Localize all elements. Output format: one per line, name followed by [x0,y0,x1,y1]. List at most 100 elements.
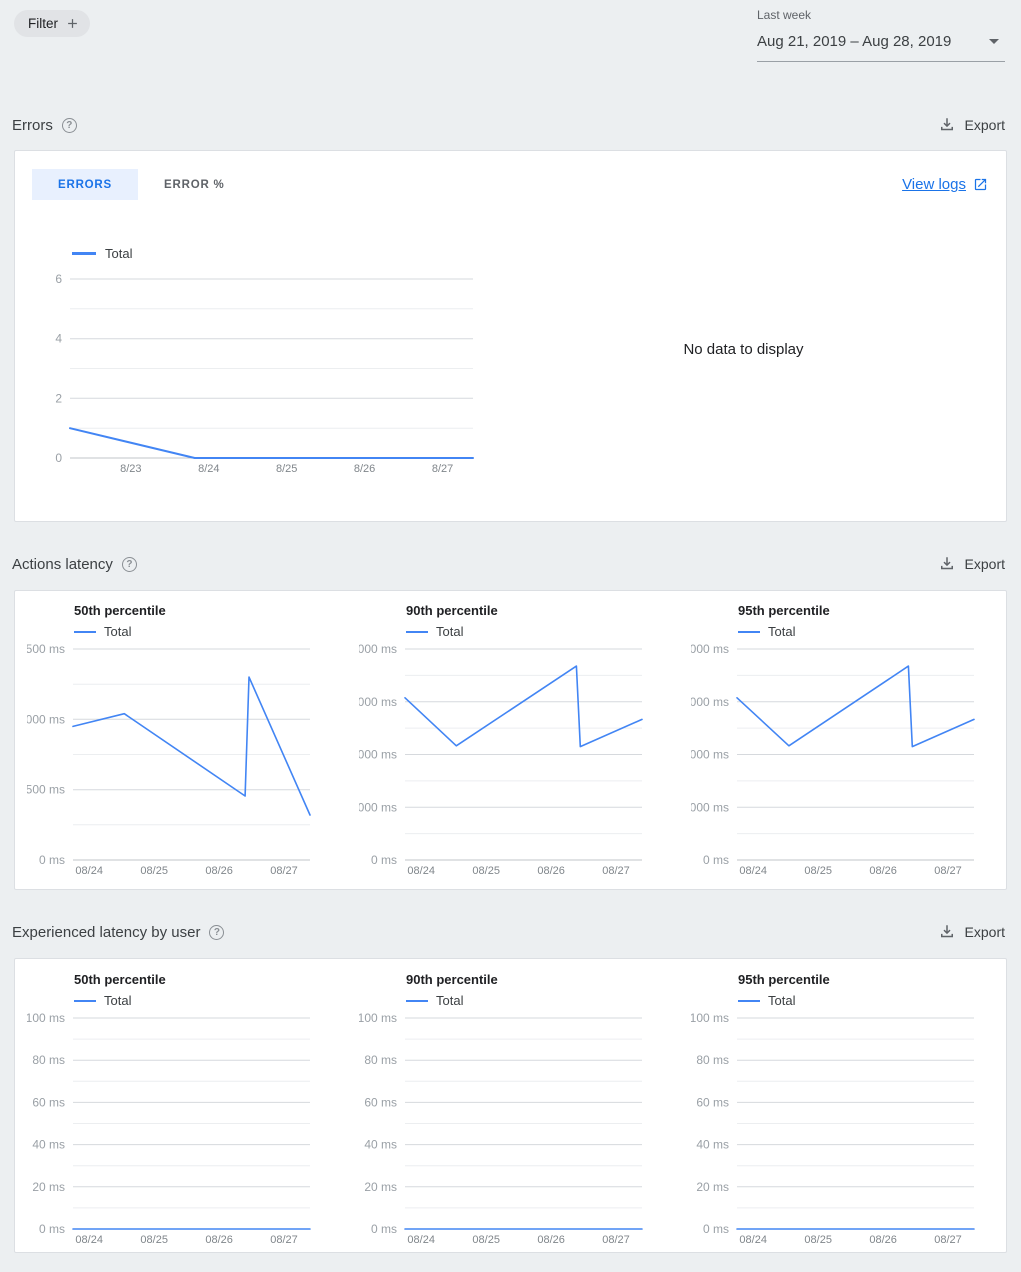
errors-card: ERRORS ERROR % View logs Total 0 2 4 6 8/23 8… [14,150,1007,522]
legend-label: Total [104,624,132,639]
view-logs-label: View logs [902,176,966,193]
svg-text:0 ms: 0 ms [703,853,729,867]
experienced-latency-95th-chart: 0 ms 20 ms 40 ms 60 ms 80 ms 100 ms 08/24 08/25… [690,1010,982,1251]
actions-latency-50th-chart: 0 ms 500 ms 1000 ms 1500 ms 08/24 08/25 08/26 0… [19,641,318,882]
filter-chip[interactable]: Filter [14,10,90,37]
legend-label: Total [768,993,796,1008]
external-link-icon [974,178,987,191]
svg-text:0 ms: 0 ms [39,1222,65,1236]
svg-text:08/24: 08/24 [739,865,767,877]
download-icon [940,557,953,570]
help-icon[interactable] [61,117,77,133]
svg-text:40 ms: 40 ms [364,1138,397,1152]
svg-text:08/26: 08/26 [205,865,233,877]
date-range-select[interactable]: Aug 21, 2019 – Aug 28, 2019 [757,33,1005,62]
no-data-message: No data to display [683,341,804,358]
svg-text:08/24: 08/24 [739,1234,767,1246]
svg-text:6000 ms: 6000 ms [691,695,729,709]
svg-text:08/26: 08/26 [537,1234,565,1246]
tab-error-percent[interactable]: ERROR % [164,178,225,191]
svg-text:8/26: 8/26 [354,463,375,475]
svg-text:0: 0 [55,451,62,465]
experienced-latency-90th-chart: 0 ms 20 ms 40 ms 60 ms 80 ms 100 ms 08/24 08/25… [358,1010,650,1251]
errors-section-title: Errors [12,116,53,134]
svg-text:4000 ms: 4000 ms [691,748,729,762]
svg-text:80 ms: 80 ms [696,1053,729,1067]
view-logs-link[interactable]: View logs [902,176,988,193]
svg-text:08/25: 08/25 [140,865,168,877]
svg-text:08/26: 08/26 [537,865,565,877]
svg-text:40 ms: 40 ms [32,1138,65,1152]
svg-text:80 ms: 80 ms [32,1053,65,1067]
svg-text:20 ms: 20 ms [696,1180,729,1194]
experienced-latency-section-title: Experienced latency by user [12,923,201,941]
svg-text:100 ms: 100 ms [27,1011,65,1025]
help-icon[interactable] [209,924,225,940]
svg-text:08/25: 08/25 [140,1234,168,1246]
svg-text:08/25: 08/25 [804,865,832,877]
actions-latency-section-title: Actions latency [12,555,113,573]
tab-errors[interactable]: ERRORS [32,169,139,200]
chart-legend: Total [406,624,650,639]
svg-text:08/24: 08/24 [407,1234,435,1246]
svg-text:20 ms: 20 ms [364,1180,397,1194]
chart-title: 90th percentile [406,972,498,987]
svg-text:4: 4 [55,332,62,346]
svg-text:08/24: 08/24 [75,1234,103,1246]
chart-title: 95th percentile [738,972,830,987]
export-label: Export [964,924,1005,940]
svg-text:8000 ms: 8000 ms [359,642,397,656]
svg-text:8/25: 8/25 [276,463,297,475]
actions-latency-section-header: Actions latency Export [12,550,1005,578]
svg-text:08/25: 08/25 [804,1234,832,1246]
export-label: Export [964,117,1005,133]
date-range-control: Last week Aug 21, 2019 – Aug 28, 2019 [757,8,1005,62]
svg-text:08/27: 08/27 [270,865,298,877]
errors-export-button[interactable]: Export [938,116,1005,134]
experienced-latency-50th-block: 50th percentile Total 0 ms 20 ms 40 ms 60 m… [26,972,318,1252]
legend-line-swatch [406,630,428,633]
svg-text:08/27: 08/27 [270,1234,298,1246]
errors-tabs: ERRORS ERROR % [32,169,251,200]
help-icon[interactable] [121,556,137,572]
svg-text:0 ms: 0 ms [371,853,397,867]
errors-section-header: Errors Export [12,111,1005,139]
experienced-latency-export-button[interactable]: Export [938,923,1005,941]
svg-text:40 ms: 40 ms [696,1138,729,1152]
svg-text:0 ms: 0 ms [371,1222,397,1236]
legend-line-swatch [738,630,760,633]
plus-icon [68,19,77,28]
svg-text:2000 ms: 2000 ms [359,800,397,814]
chevron-down-icon [989,39,999,44]
legend-label: Total [436,624,464,639]
svg-text:0 ms: 0 ms [39,853,65,867]
actions-latency-export-button[interactable]: Export [938,555,1005,573]
svg-text:08/26: 08/26 [869,1234,897,1246]
svg-text:08/24: 08/24 [75,865,103,877]
svg-text:60 ms: 60 ms [364,1095,397,1109]
errors-card-body: Total 0 2 4 6 8/23 8/24 8/25 8/26 8/27 No data t… [15,200,1006,480]
svg-text:60 ms: 60 ms [32,1095,65,1109]
legend-line-swatch [406,999,428,1002]
date-range-label: Last week [757,8,812,22]
chart-title: 50th percentile [74,603,166,618]
experienced-latency-95th-block: 95th percentile Total 0 ms 20 ms 40 ms 60 m… [690,972,982,1252]
legend-line-swatch [738,999,760,1002]
svg-text:20 ms: 20 ms [32,1180,65,1194]
actions-latency-90th-chart: 0 ms 2000 ms 4000 ms 6000 ms 8000 ms 08/24 08/… [351,641,650,882]
legend-line-swatch [74,630,96,633]
download-icon [940,925,953,938]
svg-text:08/27: 08/27 [934,1234,962,1246]
download-icon [940,118,953,131]
chart-legend: Total [738,624,982,639]
chart-title: 90th percentile [406,603,498,618]
export-label: Export [964,556,1005,572]
legend-label: Total [436,993,464,1008]
experienced-latency-section-header: Experienced latency by user Export [12,918,1005,946]
experienced-latency-50th-chart: 0 ms 20 ms 40 ms 60 ms 80 ms 100 ms 08/24 08/25… [26,1010,318,1251]
svg-text:6000 ms: 6000 ms [359,695,397,709]
svg-text:08/27: 08/27 [934,865,962,877]
svg-text:1000 ms: 1000 ms [27,712,65,726]
svg-text:1500 ms: 1500 ms [27,642,65,656]
